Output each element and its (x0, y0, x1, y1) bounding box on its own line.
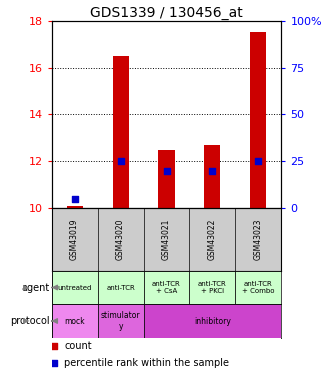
Text: percentile rank within the sample: percentile rank within the sample (64, 358, 229, 368)
Title: GDS1339 / 130456_at: GDS1339 / 130456_at (90, 6, 243, 20)
Bar (52, 271, 98, 304)
Point (51, 360, 57, 366)
Bar (235, 271, 281, 304)
Point (118, 158, 123, 164)
Bar (98, 271, 144, 304)
Bar (52, 304, 98, 338)
Text: GSM43019: GSM43019 (70, 219, 79, 260)
Text: ▶: ▶ (23, 316, 30, 326)
Point (210, 168, 215, 174)
Text: GSM43021: GSM43021 (162, 219, 171, 260)
Bar (204, 145, 220, 208)
Text: count: count (64, 341, 92, 351)
Point (164, 168, 169, 174)
Bar (98, 304, 144, 338)
Text: inhibitory: inhibitory (194, 316, 231, 326)
Text: anti-TCR: anti-TCR (106, 285, 135, 291)
Text: anti-TCR
+ Combo: anti-TCR + Combo (242, 281, 275, 294)
Text: mock: mock (64, 316, 85, 326)
Bar (144, 271, 189, 304)
Point (72, 196, 77, 202)
Point (256, 158, 261, 164)
Text: untreated: untreated (57, 285, 92, 291)
Text: GSM43023: GSM43023 (254, 219, 263, 260)
Text: anti-TCR
+ CsA: anti-TCR + CsA (152, 281, 181, 294)
Text: stimulator
y: stimulator y (101, 311, 140, 331)
Bar (159, 150, 174, 208)
Bar (250, 32, 266, 208)
Text: agent: agent (22, 282, 50, 292)
Text: anti-TCR
+ PKCi: anti-TCR + PKCi (198, 281, 227, 294)
Text: GSM43022: GSM43022 (208, 219, 217, 260)
Text: GSM43020: GSM43020 (116, 219, 125, 260)
Bar (189, 271, 235, 304)
Text: ▶: ▶ (23, 283, 30, 292)
Point (51, 343, 57, 349)
Bar (113, 56, 129, 208)
Bar (144, 304, 281, 338)
Text: protocol: protocol (10, 316, 50, 326)
Bar (67, 206, 83, 208)
